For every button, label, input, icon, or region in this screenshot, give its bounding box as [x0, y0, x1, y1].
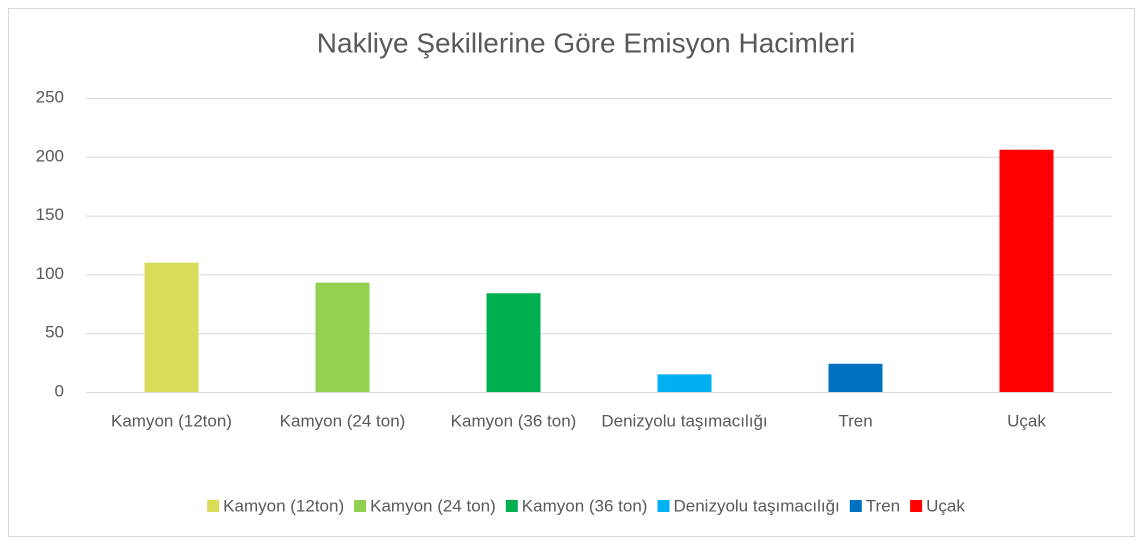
legend-label: Kamyon (24 ton) [370, 496, 496, 515]
y-tick-label: 50 [45, 323, 64, 342]
y-tick-label: 250 [36, 87, 64, 106]
y-tick-label: 200 [36, 146, 64, 165]
x-tick-label: Tren [838, 411, 872, 430]
legend-swatch [505, 500, 518, 512]
legend-label: Kamyon (12ton) [223, 496, 344, 515]
x-tick-label: Uçak [1007, 411, 1046, 430]
legend-label: Kamyon (36 ton) [522, 496, 648, 515]
legend-label: Denizyolu taşımacılığı [673, 496, 839, 515]
y-tick-label: 0 [55, 381, 64, 400]
legend-swatch [354, 500, 367, 512]
legend-label: Uçak [926, 496, 965, 515]
bar [657, 374, 712, 392]
bar [486, 293, 541, 392]
bar [999, 149, 1054, 392]
legend-swatch [849, 500, 862, 512]
legend-label: Tren [866, 496, 900, 515]
legend-swatch [910, 500, 923, 512]
legend-swatch [207, 500, 220, 512]
x-tick-label: Kamyon (36 ton) [451, 411, 577, 430]
x-tick-label: Denizyolu taşımacılığı [601, 411, 767, 430]
x-tick-label: Kamyon (24 ton) [280, 411, 406, 430]
x-tick-label: Kamyon (12ton) [111, 411, 232, 430]
y-tick-label: 150 [36, 205, 64, 224]
bar [828, 363, 883, 392]
chart-title: Nakliye Şekillerine Göre Emisyon Hacimle… [317, 27, 855, 58]
legend-swatch [657, 500, 670, 512]
y-tick-label: 100 [36, 264, 64, 283]
bar [315, 282, 370, 392]
bar [144, 262, 199, 392]
